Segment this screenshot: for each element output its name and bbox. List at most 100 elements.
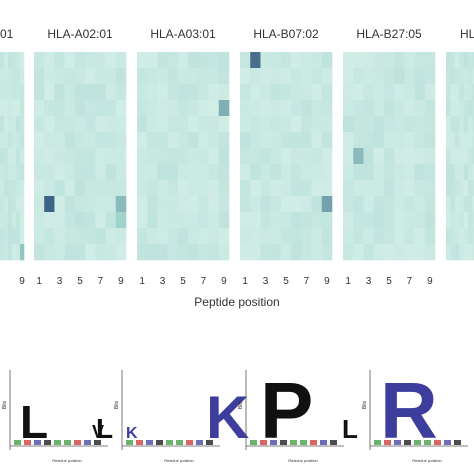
heatmap-cell [137,52,148,69]
heatmap-cell [167,52,179,69]
heatmap-cell [463,148,469,165]
heatmap-cell [414,116,426,133]
heatmap-cell [137,244,148,261]
heatmap-cell [472,132,474,149]
heatmap-cell [208,228,220,245]
heatmap-cell [198,228,209,245]
heatmap-cell [74,180,86,197]
heatmap-cell [414,212,426,229]
heatmap-cell [394,228,405,245]
heatmap-cell [20,84,25,101]
heatmap-cell [270,212,282,229]
heatmap-cell [424,244,436,261]
heatmap-cell [450,180,456,197]
heatmap-cell [167,164,179,181]
heatmap-cell [468,164,473,181]
heatmap-cell [454,196,460,213]
heatmap-cell [450,148,456,165]
logo-letter: L [342,414,358,444]
heatmap-cell [270,132,282,149]
heatmap-cell [363,212,374,229]
heatmap-cell [12,164,17,181]
heatmap-cell [0,148,5,165]
heatmap-cell [291,196,302,213]
logo-small-letter [196,440,203,445]
heatmap-cell [394,196,405,213]
heatmap-cell [468,132,473,149]
heatmap-cell [4,132,9,149]
heatmap-cell [8,212,13,229]
heatmap-cell [188,52,199,69]
heatmap-cell [383,196,395,213]
heatmap-cell [353,68,364,85]
heatmap-cell [291,116,302,133]
heatmap-cell [301,116,312,133]
heatmap-cell [260,164,271,181]
heatmap-cell [454,228,460,245]
heatmap-cell [0,100,5,117]
heatmap-cell [188,164,199,181]
logo-small-letter [14,440,21,445]
heatmap-cell [157,212,168,229]
heatmap-cell [208,132,220,149]
heatmap-cell [343,52,354,69]
heatmap-cell [105,180,117,197]
heatmap-cell [363,132,374,149]
heatmap-cell [446,132,451,149]
heatmap-cell [250,196,261,213]
heatmap-cell [468,116,473,133]
heatmap-cell [54,196,65,213]
heatmap-cell [54,84,65,101]
heatmap-cell [4,148,9,165]
heatmap-cell [459,132,465,149]
heatmap-cell [4,244,9,261]
heatmap-cell [137,100,148,117]
heatmap-cell [446,100,451,117]
heatmap-cell [4,84,9,101]
logo-small-letter [84,440,91,445]
heatmap-cell [177,148,189,165]
heatmap-cell [394,84,405,101]
heatmap-cell [383,100,395,117]
x-tick-label: 5 [180,276,186,287]
logo-small-letter [206,440,213,445]
heatmap-cell [311,84,323,101]
heatmap-cell [137,180,148,197]
heatmap-cell [270,164,282,181]
heatmap-cell [115,100,127,117]
heatmap-cell [450,212,456,229]
heatmap-cell [383,52,395,69]
heatmap-cell [157,100,168,117]
logo-small-letter [156,440,163,445]
heatmap-cell [167,100,179,117]
heatmap-cell [198,212,209,229]
heatmap-cell [472,148,474,165]
heatmap-cell [44,164,55,181]
heatmap-cell [105,196,117,213]
heatmap-cell [414,228,426,245]
heatmap-cell [383,84,395,101]
heatmap-cell [8,52,13,69]
heatmap-cell [373,148,385,165]
heatmap-cell [260,68,271,85]
heatmap-cell [321,228,333,245]
heatmap-cell [8,180,13,197]
heatmap-cell [177,68,189,85]
heatmap-cell [404,196,415,213]
heatmap-cell [218,68,230,85]
heatmap-cell [446,196,451,213]
heatmap-cell [4,116,9,133]
logo-small-letter [64,440,71,445]
heatmap-panels [0,52,474,261]
heatmap-cell [20,228,25,245]
heatmap-cell [353,132,364,149]
heatmap-cell [353,52,364,69]
heatmap-cell [54,228,65,245]
heatmap-cell [454,52,460,69]
heatmap-cell [463,84,469,101]
heatmap-cell [424,100,436,117]
heatmap-cell [167,148,179,165]
heatmap-cell [20,164,25,181]
heatmap-cell [208,84,220,101]
logo-y-label: Bits [238,400,244,409]
